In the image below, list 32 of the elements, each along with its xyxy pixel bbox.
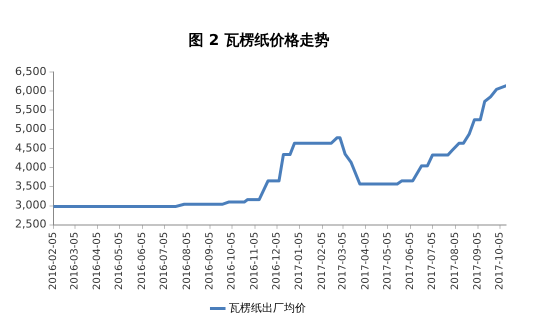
y-tick-label: 4,500 (14, 141, 46, 154)
x-tick-label: 2017-02-05 (316, 232, 328, 290)
x-tick-label: 2016-04-05 (92, 232, 104, 290)
x-tick-label: 2017-05-05 (382, 232, 394, 290)
y-tick-label: 6,500 (14, 64, 46, 78)
chart-title: 图 2 瓦楞纸价格走势 (188, 30, 330, 49)
legend-label: 瓦楞纸出厂均价 (228, 301, 306, 314)
x-tick-label: 2016-05-05 (114, 232, 126, 290)
y-tick-label: 5,000 (14, 122, 46, 136)
y-tick-label: 6,000 (14, 84, 46, 97)
x-tick-label: 2017-07-05 (427, 232, 438, 290)
x-tick-label: 2016-08-05 (182, 232, 193, 290)
x-tick-label: 2016-10-05 (226, 232, 238, 290)
y-tick-label: 2,500 (14, 218, 46, 231)
x-tick-label: 2017-03-05 (338, 232, 349, 290)
x-tick-label: 2017-10-05 (494, 232, 506, 290)
x-tick-label: 2017-04-05 (360, 232, 372, 290)
x-tick-label: 2017-08-05 (450, 232, 461, 290)
x-tick-label: 2016-12-05 (271, 232, 282, 290)
x-tick-label: 2016-09-05 (204, 232, 216, 290)
y-tick-label: 3,000 (14, 198, 46, 212)
x-tick-label: 2017-01-05 (294, 232, 306, 290)
x-tick-label: 2016-07-05 (159, 232, 170, 290)
y-tick-label: 3,500 (14, 180, 46, 193)
x-tick-label: 2017-09-05 (472, 232, 484, 290)
y-tick-label: 5,500 (14, 103, 46, 116)
y-tick-label: 4,000 (14, 160, 46, 174)
x-tick-label: 2016-02-05 (48, 232, 60, 290)
x-tick-label: 2016-11-05 (249, 232, 260, 290)
x-tick-label: 2016-06-05 (136, 232, 148, 290)
x-tick-label: 2017-06-05 (405, 232, 416, 290)
x-tick-label: 2016-03-05 (69, 232, 80, 290)
